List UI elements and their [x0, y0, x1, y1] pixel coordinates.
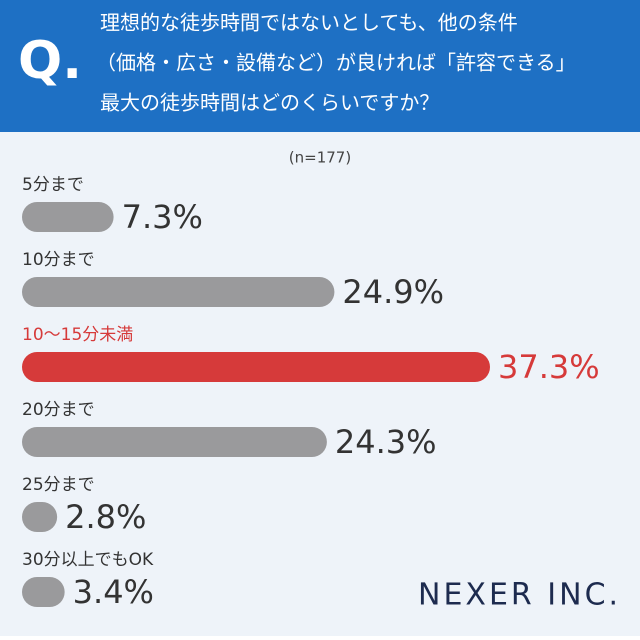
value-label: 37.3%: [498, 348, 600, 386]
category-label: 10分まで: [22, 250, 95, 270]
value-label: 7.3%: [122, 198, 203, 236]
category-label: 30分以上でもOK: [22, 550, 154, 570]
value-label: 24.3%: [335, 423, 437, 461]
title-line: 理想的な徒歩時間ではないとしても、他の条件: [100, 11, 518, 35]
value-label: 24.9%: [342, 273, 444, 311]
question-label: Q.: [18, 31, 82, 91]
brand: NEXER INC.: [418, 578, 621, 613]
category-label: 5分まで: [22, 175, 84, 195]
value-label: 2.8%: [65, 498, 146, 536]
bar: [22, 427, 327, 457]
bar: [22, 502, 58, 532]
category-label: 10〜15分未満: [22, 325, 133, 345]
category-label: 20分まで: [22, 400, 95, 420]
subtitle: (n=177): [289, 149, 351, 167]
category-label: 25分まで: [22, 475, 95, 495]
bar: [22, 202, 114, 232]
bar: [22, 352, 490, 382]
title-line: 最大の徒歩時間はどのくらいですか？: [100, 91, 439, 115]
title-line: （価格・広さ・設備など）が良ければ「許容できる」: [96, 51, 576, 75]
bar: [22, 277, 335, 307]
value-label: 3.4%: [73, 573, 154, 611]
bar: [22, 577, 65, 607]
header: [0, 0, 640, 132]
